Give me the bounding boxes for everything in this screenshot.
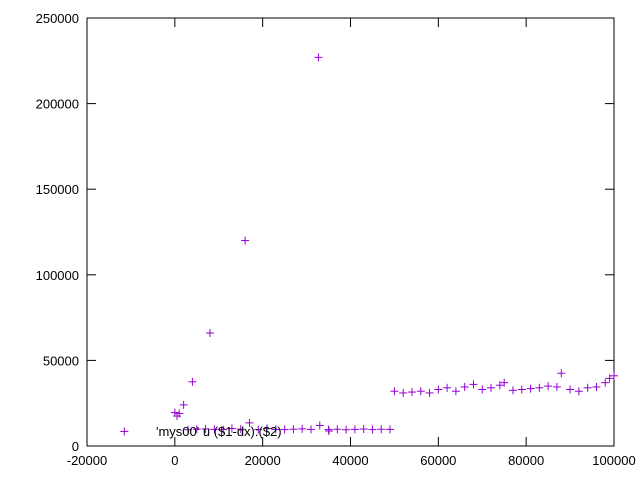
data-point (298, 424, 307, 433)
data-point (407, 388, 416, 397)
data-point (390, 387, 399, 396)
data-point (280, 425, 289, 434)
y-tick-labels: 0 50000 100000 150000 200000 250000 (36, 11, 79, 454)
data-point (425, 388, 434, 397)
data-point (210, 425, 219, 434)
data-point (434, 385, 443, 394)
data-point (263, 424, 272, 433)
plot-frame (86, 17, 615, 447)
x-tick-label: 100000 (592, 453, 635, 468)
y-tick-label: 50000 (43, 353, 79, 368)
data-point (205, 329, 214, 338)
x-tick-labels: -20000 0 20000 40000 60000 80000 100000 (67, 453, 636, 468)
data-point (368, 425, 377, 434)
data-point (350, 425, 359, 434)
data-point (495, 381, 504, 390)
data-point (241, 236, 250, 245)
data-point (377, 425, 386, 434)
data-point (170, 408, 179, 417)
x-tick-label: 60000 (420, 453, 456, 468)
x-tick-label: -20000 (67, 453, 107, 468)
data-point (478, 385, 487, 394)
data-point (315, 421, 324, 430)
data-point (605, 374, 614, 383)
data-point (508, 386, 517, 395)
data-point (359, 425, 368, 434)
data-point (342, 425, 351, 434)
data-point (184, 425, 193, 434)
data-point (201, 424, 210, 433)
data-point (314, 53, 323, 62)
data-point (574, 387, 583, 396)
data-point (552, 382, 561, 391)
data-point (289, 425, 298, 434)
legend: 'mys00' u ($1-dx):($2) (156, 424, 333, 439)
y-tick-label: 0 (72, 439, 79, 454)
data-point (566, 385, 575, 394)
data-point (557, 369, 566, 378)
data-point (517, 385, 526, 394)
data-point (526, 384, 535, 393)
data-point (386, 425, 395, 434)
x-tick-label: 20000 (245, 453, 281, 468)
data-point (179, 400, 188, 409)
data-point (306, 425, 315, 434)
data-point (254, 425, 263, 434)
data-point (192, 425, 201, 434)
data-point (443, 383, 452, 392)
data-point (592, 382, 601, 391)
y-tick-label: 150000 (36, 182, 79, 197)
data-point (245, 418, 254, 427)
data-point (399, 388, 408, 397)
data-point (120, 427, 129, 436)
data-point (416, 387, 425, 396)
legend-label: 'mys00' u ($1-dx):($2) (156, 424, 282, 439)
data-point (451, 387, 460, 396)
data-point (610, 371, 618, 380)
data-point (227, 424, 236, 433)
data-point (544, 382, 553, 391)
axis-ticks (86, 17, 615, 447)
data-points (120, 53, 618, 436)
data-point (175, 409, 184, 418)
data-point (271, 425, 280, 434)
y-tick-label: 200000 (36, 97, 79, 112)
data-point (236, 425, 245, 434)
data-point (601, 378, 610, 387)
y-tick-label: 100000 (36, 268, 79, 283)
data-point (535, 383, 544, 392)
data-point (487, 383, 496, 392)
data-point (460, 382, 469, 391)
data-point (188, 377, 197, 386)
data-point (333, 425, 342, 434)
x-tick-label: 0 (171, 453, 178, 468)
x-tick-label: 80000 (508, 453, 544, 468)
y-tick-label: 250000 (36, 11, 79, 26)
data-point (219, 425, 228, 434)
data-point (469, 380, 478, 389)
data-point (500, 378, 509, 387)
data-point (583, 383, 592, 392)
x-tick-label: 40000 (332, 453, 368, 468)
